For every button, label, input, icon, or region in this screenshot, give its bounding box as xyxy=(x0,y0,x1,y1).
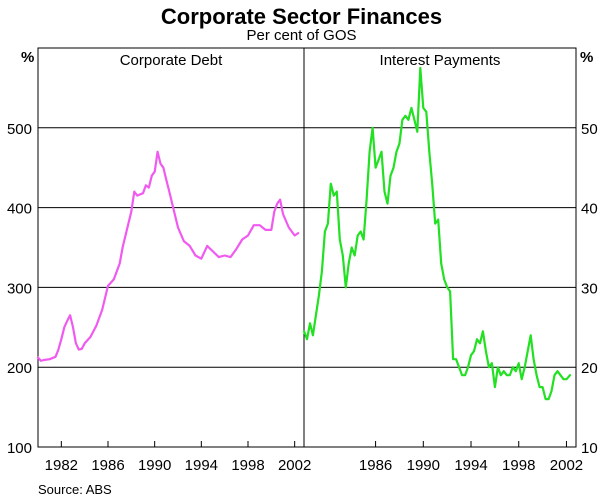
x-tick-label-right: 1998 xyxy=(502,457,535,474)
chart-title: Corporate Sector Finances xyxy=(160,4,443,29)
x-tick-label-right: 1986 xyxy=(359,457,392,474)
y-axis-unit-left: % xyxy=(21,49,34,66)
x-tick-label-left: 1990 xyxy=(138,457,171,474)
chart-subtitle: Per cent of GOS xyxy=(246,27,357,44)
y-tick-label-left: 200 xyxy=(7,360,32,377)
plot-frame xyxy=(37,47,577,448)
y-tick-label-left: 500 xyxy=(7,121,32,138)
y-tick-label-right: 30 xyxy=(581,280,598,297)
y-tick-label-left: 400 xyxy=(7,201,32,218)
panel-title-corporate-debt: Corporate Debt xyxy=(120,52,223,69)
y-tick-label-right: 20 xyxy=(581,360,598,377)
x-tick-label-left: 2002 xyxy=(278,457,311,474)
x-tick-label-left: 1998 xyxy=(231,457,264,474)
series-line-corporate-debt xyxy=(36,150,300,362)
panel-title-interest-payments: Interest Payments xyxy=(380,52,501,69)
x-tick-label-left: 1982 xyxy=(45,457,78,474)
y-axis-unit-right: % xyxy=(580,49,593,66)
y-tick-label-right: 40 xyxy=(581,201,598,218)
source-note: Source: ABS xyxy=(38,482,112,497)
x-tick-label-right: 2002 xyxy=(550,457,583,474)
x-tick-label-left: 1994 xyxy=(185,457,218,474)
y-tick-label-left: 100 xyxy=(7,440,32,457)
y-tick-label-right: 50 xyxy=(581,121,598,138)
series-line-interest-payments xyxy=(302,66,572,401)
x-tick-label-right: 1994 xyxy=(454,457,487,474)
x-tick-label-left: 1986 xyxy=(91,457,124,474)
x-tick-label-right: 1990 xyxy=(407,457,440,474)
y-tick-label-right: 10 xyxy=(581,440,598,457)
y-tick-label-left: 300 xyxy=(7,280,32,297)
